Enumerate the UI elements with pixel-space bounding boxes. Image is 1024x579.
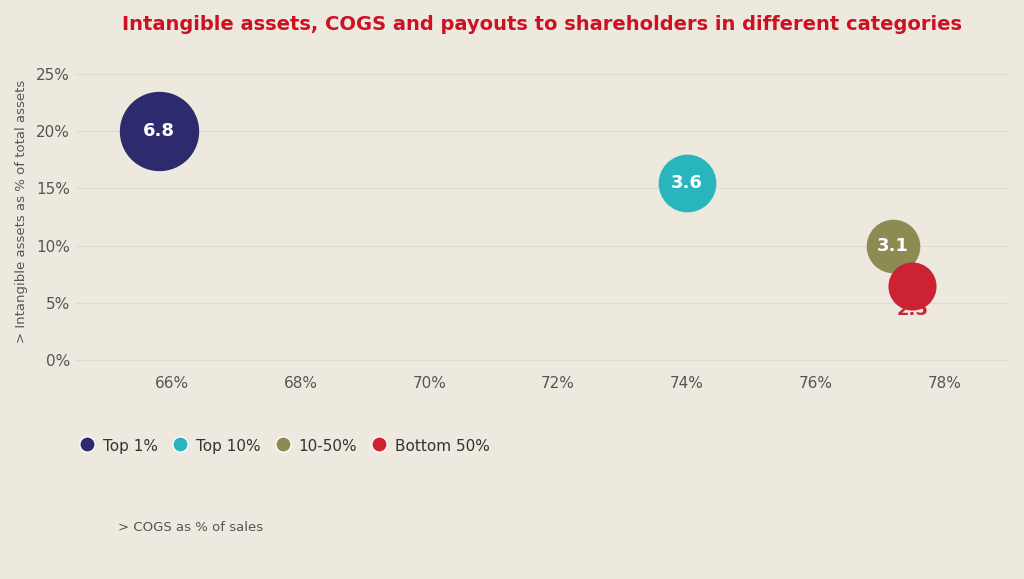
Point: [904, 281, 921, 290]
Legend: Top 1%, Top 10%, 10-50%, Bottom 50%: Top 1%, Top 10%, 10-50%, Bottom 50%: [83, 438, 490, 454]
Text: 3.6: 3.6: [671, 174, 702, 192]
Text: 6.8: 6.8: [142, 122, 175, 140]
Text: > COGS as % of sales: > COGS as % of sales: [118, 521, 263, 534]
Text: 3.1: 3.1: [878, 237, 909, 255]
Text: 2.5: 2.5: [896, 301, 929, 318]
Point: [151, 126, 167, 135]
Title: Intangible assets, COGS and payouts to shareholders in different categories: Intangible assets, COGS and payouts to s…: [122, 15, 962, 34]
Y-axis label: > Intangible assets as % of total assets: > Intangible assets as % of total assets: [15, 79, 28, 343]
Point: [679, 178, 695, 187]
Point: [885, 241, 901, 250]
